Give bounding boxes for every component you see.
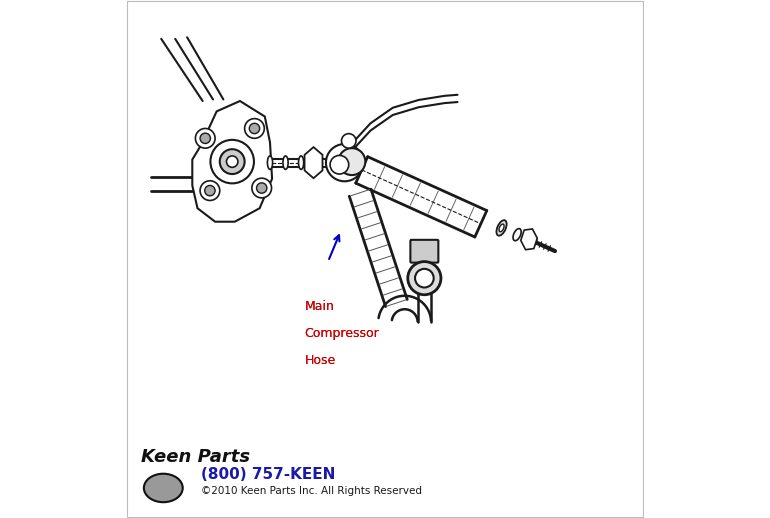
Text: Hose: Hose — [305, 354, 336, 367]
Text: Compressor: Compressor — [305, 327, 380, 340]
Circle shape — [415, 269, 434, 287]
Circle shape — [338, 148, 365, 175]
Text: Main: Main — [305, 300, 335, 313]
Circle shape — [226, 156, 238, 167]
Ellipse shape — [497, 220, 507, 236]
Circle shape — [341, 134, 356, 148]
Text: Hose: Hose — [305, 354, 336, 367]
Circle shape — [196, 128, 215, 148]
Text: Compressor: Compressor — [305, 327, 380, 340]
Circle shape — [210, 140, 254, 183]
Circle shape — [200, 181, 219, 200]
Circle shape — [326, 144, 363, 181]
Text: Main: Main — [305, 300, 335, 313]
Circle shape — [408, 262, 441, 295]
Circle shape — [200, 133, 210, 143]
Polygon shape — [305, 147, 323, 178]
Circle shape — [252, 178, 272, 198]
Ellipse shape — [144, 473, 182, 502]
Circle shape — [219, 149, 245, 174]
Polygon shape — [192, 101, 272, 222]
Text: (800) 757-KEEN: (800) 757-KEEN — [201, 467, 336, 482]
FancyBboxPatch shape — [410, 240, 438, 263]
Circle shape — [249, 123, 259, 134]
Ellipse shape — [299, 156, 303, 169]
Circle shape — [256, 183, 267, 193]
Ellipse shape — [267, 156, 273, 169]
Circle shape — [245, 119, 264, 138]
Circle shape — [205, 185, 215, 196]
Ellipse shape — [513, 228, 521, 241]
Circle shape — [330, 155, 349, 174]
Ellipse shape — [499, 224, 504, 232]
Ellipse shape — [283, 156, 288, 169]
Text: Keen Parts: Keen Parts — [140, 448, 249, 466]
Polygon shape — [521, 229, 537, 250]
Text: ©2010 Keen Parts Inc. All Rights Reserved: ©2010 Keen Parts Inc. All Rights Reserve… — [201, 486, 422, 496]
